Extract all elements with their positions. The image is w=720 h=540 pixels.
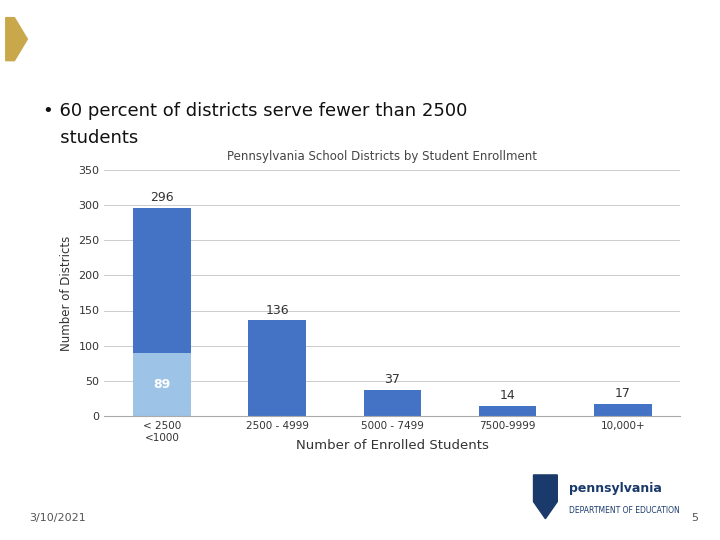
Text: Pennsylvania’s K-12 education landscape: Pennsylvania’s K-12 education landscape bbox=[40, 29, 558, 49]
Bar bbox=[364, 390, 421, 416]
Polygon shape bbox=[534, 475, 557, 518]
Text: DEPARTMENT OF EDUCATION: DEPARTMENT OF EDUCATION bbox=[569, 506, 680, 515]
Bar bbox=[133, 208, 191, 353]
Bar bbox=[479, 406, 536, 416]
Text: • 60 percent of districts serve fewer than 2500: • 60 percent of districts serve fewer th… bbox=[43, 102, 467, 119]
Text: Pennsylvania School Districts by Student Enrollment: Pennsylvania School Districts by Student… bbox=[227, 150, 536, 163]
Bar bbox=[133, 353, 191, 416]
Text: 5: 5 bbox=[691, 514, 698, 523]
Text: 37: 37 bbox=[384, 373, 400, 386]
Text: 296: 296 bbox=[150, 192, 174, 205]
Text: Number of Enrolled Students: Number of Enrolled Students bbox=[296, 439, 489, 452]
Text: 3/10/2021: 3/10/2021 bbox=[29, 514, 86, 523]
Bar bbox=[248, 320, 306, 416]
Y-axis label: Number of Districts: Number of Districts bbox=[60, 235, 73, 350]
Text: 17: 17 bbox=[615, 387, 631, 400]
Text: 14: 14 bbox=[500, 389, 516, 402]
Text: 136: 136 bbox=[266, 304, 289, 317]
Text: pennsylvania: pennsylvania bbox=[569, 482, 662, 495]
Text: 89: 89 bbox=[153, 378, 171, 391]
Bar bbox=[594, 404, 652, 416]
FancyArrow shape bbox=[6, 18, 27, 60]
Text: students: students bbox=[43, 130, 138, 147]
